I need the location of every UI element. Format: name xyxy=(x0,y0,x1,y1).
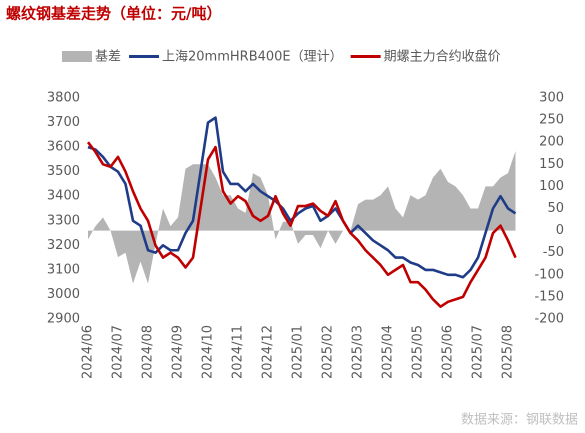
x-tick-label: 2025/02 xyxy=(321,325,336,379)
x-tick-label: 2024/10 xyxy=(201,325,216,379)
y-tick-label: 3300 xyxy=(47,213,80,228)
y-tick-label: 3200 xyxy=(47,238,80,253)
basis-area xyxy=(88,151,516,284)
y2-tick-label: -100 xyxy=(534,267,564,282)
y2-tick-label: 50 xyxy=(547,201,564,216)
x-tick-label: 2024/07 xyxy=(111,325,126,379)
y2-tick-label: 150 xyxy=(539,157,564,172)
x-tick-label: 2025/05 xyxy=(411,325,426,379)
x-tick-label: 2025/06 xyxy=(441,325,456,379)
y2-tick-label: 100 xyxy=(539,179,564,194)
y2-tick-label: -50 xyxy=(543,245,564,260)
y-tick-label: 3400 xyxy=(47,189,80,204)
x-tick-label: 2025/07 xyxy=(471,325,486,379)
y-tick-label: 3600 xyxy=(47,140,80,155)
y2-tick-label: 200 xyxy=(539,135,564,150)
y-tick-label: 3100 xyxy=(47,262,80,277)
x-tick-label: 2024/08 xyxy=(141,325,156,379)
x-tick-label: 2025/03 xyxy=(351,325,366,379)
x-tick-label: 2024/09 xyxy=(171,325,186,379)
y-tick-label: 3700 xyxy=(47,115,80,130)
y2-tick-label: 300 xyxy=(539,91,564,106)
y2-tick-label: 250 xyxy=(539,113,564,128)
x-tick-label: 2024/12 xyxy=(261,325,276,379)
source-note: 数据来源：钢联数据 xyxy=(461,413,578,428)
x-tick-label: 2025/08 xyxy=(501,325,516,379)
y-tick-label: 3800 xyxy=(47,91,80,106)
legend-label: 基差 xyxy=(95,50,121,65)
x-tick-label: 2024/06 xyxy=(81,325,96,379)
y-tick-label: 3500 xyxy=(47,164,80,179)
y-tick-label: 3000 xyxy=(47,287,80,302)
legend-label: 上海20mmHRB400E（理计） xyxy=(162,50,343,65)
legend-label: 期螺主力合约收盘价 xyxy=(384,49,501,65)
y2-tick-label: -200 xyxy=(534,312,564,327)
legend-swatch xyxy=(62,51,92,62)
x-tick-label: 2024/11 xyxy=(231,325,246,379)
x-tick-label: 2025/01 xyxy=(291,325,306,379)
y-tick-label: 2900 xyxy=(47,312,80,327)
y2-tick-label: -150 xyxy=(534,289,564,304)
x-tick-label: 2025/04 xyxy=(381,325,396,379)
price-line xyxy=(86,141,517,309)
chart-title: 螺纹钢基差走势（单位：元/吨） xyxy=(6,5,221,23)
y2-tick-label: 0 xyxy=(556,223,564,238)
